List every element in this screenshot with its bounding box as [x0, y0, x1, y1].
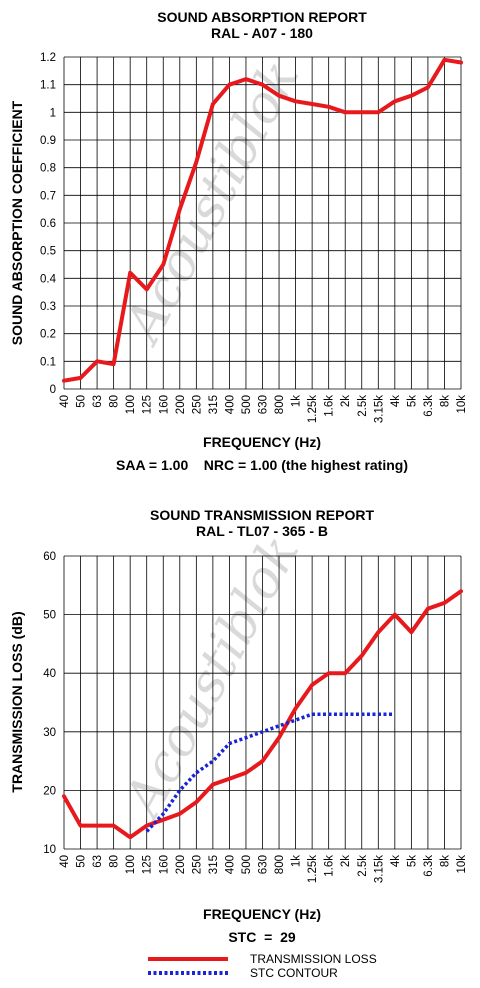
chart2-y-tick-labels: 10 20 30 40 50 60: [43, 551, 56, 856]
c2-x-tick-label: 400: [224, 855, 236, 874]
c2-x-tick-label: 1.25k: [307, 855, 319, 883]
c2-series-line-transmission-loss: [62, 589, 463, 840]
c2-x-tick-label: 2k: [340, 855, 352, 867]
c2-series-line-stc-contour: [145, 712, 395, 833]
chart1-grid: [63, 56, 462, 390]
c2-x-tick-label: 250: [191, 855, 203, 874]
c2-x-tick-label: 8k: [439, 855, 451, 867]
chart1-series: [62, 57, 463, 383]
c2-x-tick-label: 40: [59, 855, 71, 868]
c1-y-tick-label: 0.2: [40, 329, 56, 341]
chart2-legend: TRANSMISSION LOSS STC CONTOUR: [148, 952, 377, 980]
c1-x-tick-label: 1k: [291, 395, 303, 407]
c1-x-tick-label: 800: [274, 395, 286, 414]
chart2-series: [62, 589, 463, 840]
legend-label-stc-contour: STC CONTOUR: [250, 966, 338, 980]
c2-x-tick-label: 10k: [456, 855, 468, 874]
chart2-subtitle: RAL - TL07 - 365 - B: [196, 523, 328, 539]
c1-x-tick-label: 10k: [456, 395, 468, 414]
chart1-y-axis-label: SOUND ABSORPTION COEFFICIENT: [9, 100, 25, 345]
c1-x-tick-label: 4k: [390, 395, 402, 407]
chart2-stc-note: STC = 29: [228, 929, 296, 945]
c1-y-tick-label: 1.2: [40, 52, 56, 64]
c2-x-tick-label: 80: [109, 855, 121, 868]
chart1-x-axis-label: FREQUENCY (Hz): [203, 434, 321, 450]
c1-x-tick-label: 1.6k: [324, 395, 336, 417]
c1-y-tick-label: 0.5: [40, 246, 56, 258]
c2-x-tick-label: 1.6k: [324, 855, 336, 877]
chart2-title: SOUND TRANSMISSION REPORT: [150, 507, 374, 523]
c1-x-tick-label: 2k: [340, 395, 352, 407]
c1-y-tick-label: 0.9: [40, 135, 56, 147]
c1-series-line-0: [62, 57, 463, 383]
c1-x-tick-label: 5k: [406, 395, 418, 407]
c1-y-tick-label: 0.4: [40, 273, 57, 285]
c1-x-tick-label: 63: [92, 395, 104, 408]
c1-x-tick-label: 400: [224, 395, 236, 414]
c1-x-tick-label: 500: [241, 395, 253, 414]
c1-y-tick-label: 0: [50, 384, 56, 396]
c1-x-tick-label: 50: [76, 395, 88, 408]
chart1-title: SOUND ABSORPTION REPORT: [157, 9, 367, 25]
c2-x-tick-label: 6.3k: [423, 855, 435, 877]
chart2-grid: [63, 555, 462, 850]
c2-y-tick-label: 10: [43, 844, 56, 856]
c1-y-tick-label: 0.7: [40, 190, 56, 202]
c1-x-tick-label: 100: [125, 395, 137, 414]
c1-x-tick-label: 250: [191, 395, 203, 414]
c2-x-tick-label: 4k: [390, 855, 402, 867]
chart1-y-tick-labels: 0 0.1 0.2 0.3 0.4 0.5 0.6 0.7 0.8 0.9 1 1.1 1.2: [40, 52, 57, 396]
c2-x-tick-label: 160: [158, 855, 170, 874]
c1-y-tick-label: 0.6: [40, 218, 56, 230]
c1-x-tick-label: 315: [208, 395, 220, 414]
c2-x-tick-label: 5k: [406, 855, 418, 867]
c1-x-tick-label: 125: [142, 395, 154, 414]
c1-y-tick-label: 0.3: [40, 301, 56, 313]
c1-x-tick-label: 3.15k: [373, 395, 385, 423]
chart1-rating-note: SAA = 1.00 NRC = 1.00 (the highest ratin…: [116, 457, 408, 473]
c1-y-tick-label: 0.8: [40, 163, 56, 175]
c1-y-tick-label: 1.1: [40, 80, 56, 92]
chart2-x-axis-label: FREQUENCY (Hz): [203, 906, 321, 922]
chart1-x-tick-labels: 40 50 63 80 100 125 160 200 250 315 400 500 630 800 1k…: [59, 395, 468, 423]
c2-x-tick-label: 1k: [291, 855, 303, 867]
c2-x-tick-label: 63: [92, 855, 104, 868]
c2-x-tick-label: 800: [274, 855, 286, 874]
c2-x-tick-label: 315: [208, 855, 220, 874]
c1-x-tick-label: 200: [175, 395, 187, 414]
c2-x-tick-label: 200: [175, 855, 187, 874]
c1-y-tick-label: 1: [50, 107, 56, 119]
c1-x-tick-label: 6.3k: [423, 395, 435, 417]
c2-y-tick-label: 40: [43, 668, 56, 680]
c2-y-tick-label: 30: [43, 727, 56, 739]
sound-absorption-chart: SOUND ABSORPTION REPORT RAL - A07 - 180 …: [9, 9, 468, 473]
c2-x-tick-label: 2.5k: [357, 855, 369, 877]
c2-x-tick-label: 125: [142, 855, 154, 874]
c1-x-tick-label: 8k: [439, 395, 451, 407]
c2-y-tick-label: 20: [43, 785, 56, 797]
c2-x-tick-label: 50: [76, 855, 88, 868]
c2-y-tick-label: 60: [43, 551, 56, 563]
c1-x-tick-label: 1.25k: [307, 395, 319, 423]
chart2-x-tick-labels: 40 50 63 80 100 125 160 200 250 315 400 500 630 800 1k…: [59, 855, 468, 883]
c1-x-tick-label: 160: [158, 395, 170, 414]
sound-transmission-chart: SOUND TRANSMISSION REPORT RAL - TL07 - 3…: [9, 507, 468, 980]
c2-y-tick-label: 50: [43, 610, 56, 622]
c2-x-tick-label: 630: [258, 855, 270, 874]
c1-x-tick-label: 2.5k: [357, 395, 369, 417]
chart1-subtitle: RAL - A07 - 180: [211, 25, 313, 41]
legend-label-transmission-loss: TRANSMISSION LOSS: [250, 952, 377, 966]
c1-y-tick-label: 0.1: [40, 356, 56, 368]
c1-x-tick-label: 630: [258, 395, 270, 414]
c1-x-tick-label: 40: [59, 395, 71, 408]
c2-x-tick-label: 3.15k: [373, 855, 385, 883]
c1-x-tick-label: 80: [109, 395, 121, 408]
c2-x-tick-label: 100: [125, 855, 137, 874]
chart2-y-axis-label: TRANSMISSION LOSS (dB): [9, 611, 25, 792]
c2-x-tick-label: 500: [241, 855, 253, 874]
